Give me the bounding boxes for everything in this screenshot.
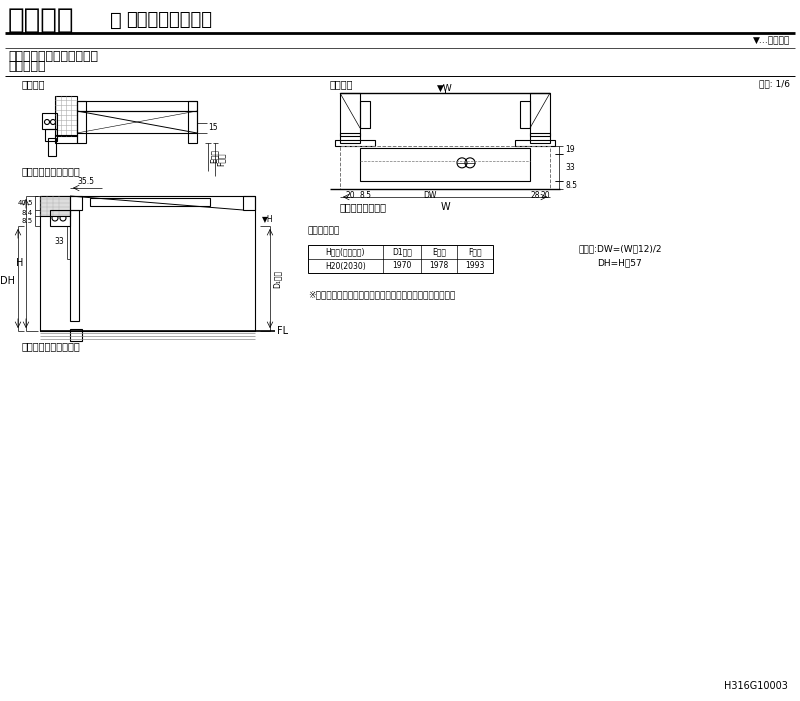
Bar (55, 96, 77, 136)
Text: 20: 20 (345, 191, 355, 200)
Bar (77, 101, 197, 111)
Bar (45, 129, 57, 141)
Text: H20(2030): H20(2030) (325, 261, 366, 271)
Bar (70, 210, 79, 321)
Text: ※化粧縁なし納まりは壁面と扉本体の間に隙間が生じます。: ※化粧縁なし納まりは壁面と扉本体の間に隙間が生じます。 (308, 290, 455, 299)
Text: 33: 33 (565, 163, 574, 172)
Text: 上部化粧縁納まり参考: 上部化粧縁納まり参考 (22, 341, 81, 351)
Text: W: W (440, 202, 450, 212)
Bar (70, 196, 82, 210)
Bar (50, 210, 70, 226)
Text: 8.4: 8.4 (22, 210, 33, 216)
Text: アウトセット方式: アウトセット方式 (126, 11, 212, 29)
Text: ▼…開口寸法: ▼…開口寸法 (753, 36, 790, 46)
Text: D1寸法: D1寸法 (392, 247, 412, 257)
Text: 20: 20 (540, 191, 550, 200)
Bar (308, 245, 493, 273)
Text: F寸法: F寸法 (217, 152, 226, 166)
Bar (520, 101, 530, 128)
Bar (340, 93, 360, 136)
Text: D₁寸法: D₁寸法 (273, 269, 282, 287)
Bar (77, 111, 197, 133)
Text: ▼H: ▼H (262, 214, 274, 223)
Text: DH=H－57: DH=H－57 (598, 259, 642, 268)
Bar (40, 196, 70, 216)
Text: 8.5: 8.5 (359, 191, 371, 200)
Bar (515, 140, 555, 146)
Text: 1970: 1970 (392, 261, 412, 271)
Text: H: H (16, 259, 23, 268)
Text: 8.5: 8.5 (22, 218, 33, 224)
Text: FL: FL (277, 326, 288, 336)
Text: DW: DW (423, 191, 437, 200)
Text: 上部調整材納まり参考: 上部調整材納まり参考 (22, 166, 81, 176)
Bar (40, 196, 255, 331)
Text: 縮尺: 1/6: 縮尺: 1/6 (759, 79, 790, 88)
Text: 8.5: 8.5 (565, 180, 577, 189)
Bar (530, 133, 550, 143)
Text: 縦断面図: 縦断面図 (22, 79, 46, 89)
Bar (90, 198, 210, 206)
Text: E寸法: E寸法 (210, 149, 219, 163)
Text: 33: 33 (54, 238, 64, 247)
Text: 片引戸標準・トイレタイプ: 片引戸標準・トイレタイプ (8, 50, 98, 62)
Text: 室内引戸: 室内引戸 (8, 6, 74, 34)
Text: H316G10003: H316G10003 (724, 681, 788, 691)
Text: F寸法: F寸法 (468, 247, 482, 257)
Text: ▼W: ▼W (437, 83, 453, 93)
Bar (360, 101, 370, 128)
Bar (340, 133, 360, 143)
Text: 横断面図: 横断面図 (330, 79, 354, 89)
Text: DH: DH (0, 276, 15, 286)
Text: 有効開口寸法: 有効開口寸法 (308, 226, 340, 236)
Text: 化粧縁なし: 化粧縁なし (8, 60, 46, 74)
Text: 19: 19 (565, 146, 574, 154)
Text: 1978: 1978 (430, 261, 449, 271)
Text: H呼称(枠外寸法): H呼称(枠外寸法) (326, 247, 366, 257)
Bar (48, 138, 56, 156)
Bar (55, 135, 77, 143)
Bar (70, 329, 82, 341)
Text: 28: 28 (530, 191, 540, 200)
Text: ｜: ｜ (110, 11, 122, 29)
Bar (42, 113, 57, 129)
Text: 35.5: 35.5 (78, 177, 94, 186)
Text: 1993: 1993 (466, 261, 485, 271)
Bar (360, 148, 530, 181)
Text: E寸法: E寸法 (432, 247, 446, 257)
Bar (77, 101, 86, 143)
Text: 15: 15 (208, 123, 218, 132)
Text: 化粧縁なし納まり: 化粧縁なし納まり (340, 202, 387, 212)
Bar (530, 93, 550, 136)
Text: 算出式:DW=(W－12)/2: 算出式:DW=(W－12)/2 (578, 245, 662, 254)
Bar (188, 101, 197, 143)
Bar (340, 146, 550, 189)
Text: 40.5: 40.5 (18, 200, 33, 206)
Bar (243, 196, 255, 210)
Bar (335, 140, 375, 146)
